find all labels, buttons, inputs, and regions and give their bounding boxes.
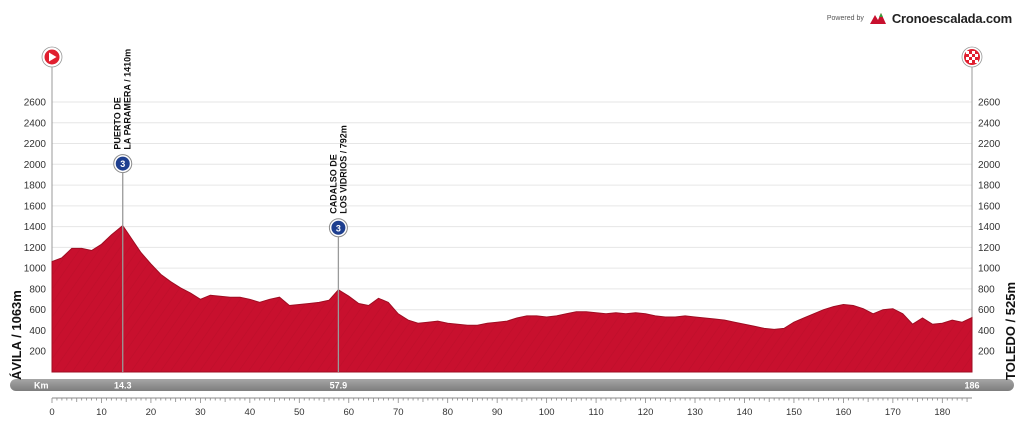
km-bar [10, 379, 1014, 391]
y-tick-label-left: 2400 [24, 118, 47, 129]
elevation-texture [52, 225, 972, 372]
y-tick-label-left: 1000 [24, 264, 47, 275]
x-tick-label: 110 [589, 407, 604, 418]
climb-label-line1: CADALSO DE [328, 154, 338, 214]
y-tick-label-right: 1400 [978, 222, 1001, 233]
checkered-square [966, 51, 969, 54]
checkered-square [972, 51, 975, 54]
y-tick-label-right: 1600 [978, 201, 1001, 212]
x-tick-label: 20 [146, 407, 157, 418]
checkered-square [966, 57, 969, 60]
play-icon-triangle [49, 52, 57, 62]
y-tick-label-left: 1200 [24, 243, 47, 254]
x-tick-label: 100 [539, 407, 555, 418]
km-bar-label: Km [34, 381, 49, 391]
km-bar-mark: 186 [964, 381, 979, 391]
play-icon-ring [41, 46, 63, 68]
km-bar-mark: 57.9 [330, 381, 348, 391]
x-tick-label: 180 [934, 407, 950, 418]
x-tick-label: 10 [96, 407, 107, 418]
y-tick-label-right: 800 [978, 284, 995, 295]
checkered-square [972, 57, 975, 60]
climb-label: CADALSO DE LOS VIDRIOS / 792m [328, 125, 348, 214]
y-tick-label-right: 2200 [978, 139, 1001, 150]
y-tick-label-left: 2600 [24, 98, 47, 109]
x-tick-label: 120 [638, 407, 654, 418]
climb-category-badge [115, 156, 130, 171]
climb-label: PUERTO DE LA PARAMERA / 1410m [113, 49, 133, 150]
climb-category-number: 3 [120, 159, 125, 169]
powered-by-text: Powered by [826, 14, 864, 22]
checkered-square [975, 60, 978, 63]
finish-town-label: TOLEDO / 525m [1003, 281, 1018, 380]
mountain-logo-icon [869, 13, 886, 24]
y-tick-label-right: 2400 [978, 118, 1001, 129]
y-tick-label-left: 1800 [24, 181, 47, 192]
climb-category-number: 3 [336, 223, 341, 233]
y-tick-label-left: 1600 [24, 201, 47, 212]
x-tick-label: 0 [49, 407, 54, 418]
y-tick-label-right: 2600 [978, 98, 1001, 109]
y-tick-label-left: 1400 [24, 222, 47, 233]
y-tick-label-left: 2200 [24, 139, 47, 150]
y-tick-label-left: 200 [29, 347, 46, 358]
brand-name: Cronoescalada.com [891, 10, 1012, 26]
x-tick-label: 50 [294, 407, 305, 418]
y-tick-label-right: 1000 [978, 264, 1001, 275]
climb-label-line2: LOS VIDRIOS / 792m [338, 125, 348, 214]
climb-category-badge [331, 220, 346, 235]
brand-logo[interactable]: Powered by Cronoescalada.com [827, 10, 1012, 26]
y-tick-label-right: 1200 [978, 243, 1001, 254]
checkered-square [975, 54, 978, 57]
x-tick-label: 130 [687, 407, 703, 418]
climb-label-line2: LA PARAMERA / 1410m [123, 49, 133, 150]
checkered-square [969, 60, 972, 63]
y-tick-label-right: 600 [978, 305, 995, 316]
y-tick-label-left: 600 [29, 305, 46, 316]
x-tick-label: 80 [442, 407, 453, 418]
km-bar-mark: 14.3 [114, 381, 132, 391]
start-town-label: ÁVILA / 1063m [9, 290, 24, 380]
x-tick-label: 170 [885, 407, 901, 418]
y-tick-label-left: 400 [29, 326, 46, 337]
y-tick-label-right: 1800 [978, 181, 1001, 192]
x-tick-label: 160 [835, 407, 851, 418]
x-tick-label: 90 [492, 407, 503, 418]
x-tick-label: 140 [737, 407, 753, 418]
x-tick-label: 30 [195, 407, 206, 418]
y-tick-label-right: 200 [978, 347, 995, 358]
x-tick-label: 40 [245, 407, 256, 418]
checkered-square [969, 54, 972, 57]
y-tick-label-left: 2000 [24, 160, 47, 171]
y-tick-label-left: 800 [29, 284, 46, 295]
y-tick-label-right: 2000 [978, 160, 1001, 171]
climb-label-line1: PUERTO DE [113, 97, 123, 149]
x-tick-label: 70 [393, 407, 404, 418]
x-tick-label: 60 [343, 407, 354, 418]
x-tick-label: 150 [786, 407, 802, 418]
y-tick-label-right: 400 [978, 326, 995, 337]
